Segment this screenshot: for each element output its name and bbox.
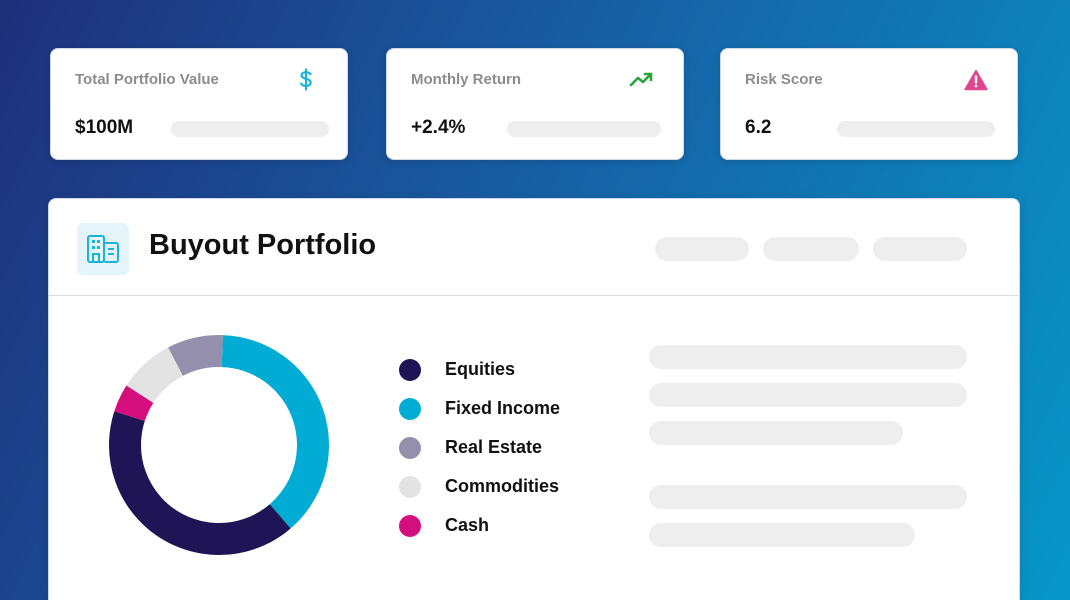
legend-item: Cash bbox=[399, 506, 560, 545]
legend-item: Real Estate bbox=[399, 428, 560, 467]
placeholder-pill bbox=[763, 237, 859, 261]
donut-slice-real-estate bbox=[108, 335, 329, 556]
allocation-donut-chart bbox=[108, 335, 329, 556]
placeholder-bar bbox=[837, 121, 995, 137]
stat-value: 6.2 bbox=[745, 117, 772, 138]
stat-label: Risk Score bbox=[745, 71, 823, 88]
placeholder-line bbox=[649, 421, 903, 445]
stat-value: +2.4% bbox=[411, 117, 466, 138]
legend-item: Fixed Income bbox=[399, 389, 560, 428]
legend-item: Commodities bbox=[399, 467, 560, 506]
stat-value: $100M bbox=[75, 117, 134, 138]
placeholder-line bbox=[649, 383, 967, 407]
page-title: Buyout Portfolio bbox=[149, 229, 377, 261]
placeholder-line bbox=[649, 485, 967, 509]
trending-up-icon bbox=[629, 67, 655, 93]
legend-swatch bbox=[399, 475, 421, 498]
legend-label: Equities bbox=[445, 359, 516, 379]
legend-item: Equities bbox=[399, 350, 560, 389]
stat-card-monthly-return: Monthly Return +2.4% bbox=[386, 48, 684, 160]
stat-card-total-portfolio-value: Total Portfolio Value $100M bbox=[50, 48, 348, 160]
legend-label: Fixed Income bbox=[445, 398, 561, 418]
panel-header: Buyout Portfolio bbox=[49, 199, 1019, 296]
legend-swatch bbox=[399, 358, 421, 381]
placeholder-pill bbox=[873, 237, 967, 261]
placeholder-bar bbox=[171, 121, 329, 137]
placeholder-line bbox=[649, 523, 915, 547]
stat-card-risk-score: Risk Score 6.2 bbox=[720, 48, 1018, 160]
placeholder-line bbox=[649, 345, 967, 369]
building-icon bbox=[77, 223, 129, 275]
stat-label: Total Portfolio Value bbox=[75, 71, 219, 88]
warning-icon bbox=[963, 67, 989, 93]
placeholder-bar bbox=[507, 121, 661, 137]
legend-swatch bbox=[399, 436, 421, 459]
legend-swatch bbox=[399, 397, 421, 420]
stat-label: Monthly Return bbox=[411, 71, 521, 88]
allocation-legend: Equities Fixed Income Real Estate Commoditi… bbox=[399, 350, 560, 545]
legend-label: Real Estate bbox=[445, 437, 543, 457]
legend-swatch bbox=[399, 514, 421, 537]
dollar-icon bbox=[293, 67, 319, 93]
portfolio-panel: Buyout Portfolio Equities Fixed Income Rea… bbox=[48, 198, 1020, 600]
legend-label: Cash bbox=[445, 515, 490, 535]
donut-slice-equities bbox=[108, 335, 329, 556]
placeholder-pill bbox=[655, 237, 749, 261]
legend-label: Commodities bbox=[445, 476, 560, 496]
